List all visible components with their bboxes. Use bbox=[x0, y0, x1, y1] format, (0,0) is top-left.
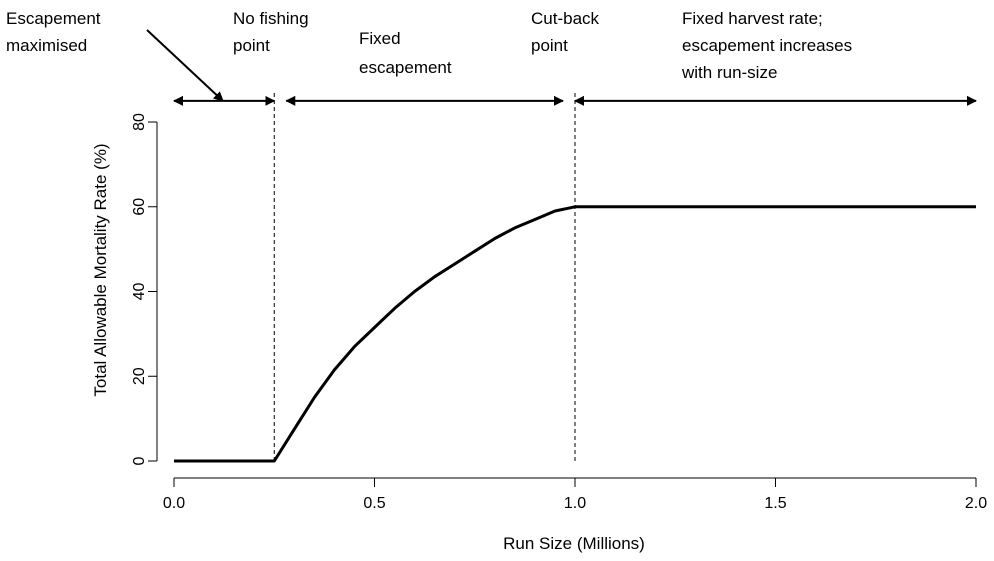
series-line bbox=[174, 205, 976, 463]
annotation-cut-back-line1: Cut-back bbox=[531, 9, 600, 28]
annotation-fixed-harvest-line3: with run-size bbox=[681, 63, 777, 82]
annotation-cut-back-line2: point bbox=[531, 36, 568, 55]
annotation-fixed-escapement-line1: Fixed bbox=[359, 29, 401, 48]
y-tick-label: 20 bbox=[131, 367, 148, 385]
annotation-escapement-maximised-line1: Escapement bbox=[6, 9, 101, 28]
x-tick-label: 1.0 bbox=[564, 495, 586, 512]
x-tick-label: 1.5 bbox=[764, 495, 786, 512]
x-tick-label: 2.0 bbox=[965, 495, 987, 512]
x-axis-ticks: 0.0 0.5 1.0 1.5 2.0 bbox=[163, 478, 987, 512]
annotation-fixed-harvest-line2: escapement increases bbox=[682, 36, 852, 55]
annotation-no-fishing-line1: No fishing bbox=[233, 9, 309, 28]
x-axis-title: Run Size (Millions) bbox=[503, 534, 645, 553]
annotation-fixed-harvest-line1: Fixed harvest rate; bbox=[682, 9, 823, 28]
y-tick-label: 40 bbox=[131, 283, 148, 301]
reference-lines bbox=[273, 90, 576, 461]
x-tick-label: 0.5 bbox=[363, 495, 385, 512]
annotation-no-fishing-line2: point bbox=[233, 36, 270, 55]
y-tick-label: 0 bbox=[131, 456, 148, 465]
annotation-escapement-maximised-line2: maximised bbox=[6, 36, 87, 55]
y-axis-title: Total Allowable Mortality Rate (%) bbox=[91, 143, 110, 396]
annotation-pointer-arrow bbox=[146, 29, 224, 102]
annotation-fixed-escapement-line2: escapement bbox=[359, 58, 452, 77]
y-tick-label: 60 bbox=[131, 198, 148, 216]
y-tick-label: 80 bbox=[131, 113, 148, 131]
y-axis-ticks: 0 20 40 60 80 bbox=[131, 113, 157, 465]
series-group bbox=[174, 205, 976, 463]
x-tick-label: 0.0 bbox=[163, 495, 185, 512]
